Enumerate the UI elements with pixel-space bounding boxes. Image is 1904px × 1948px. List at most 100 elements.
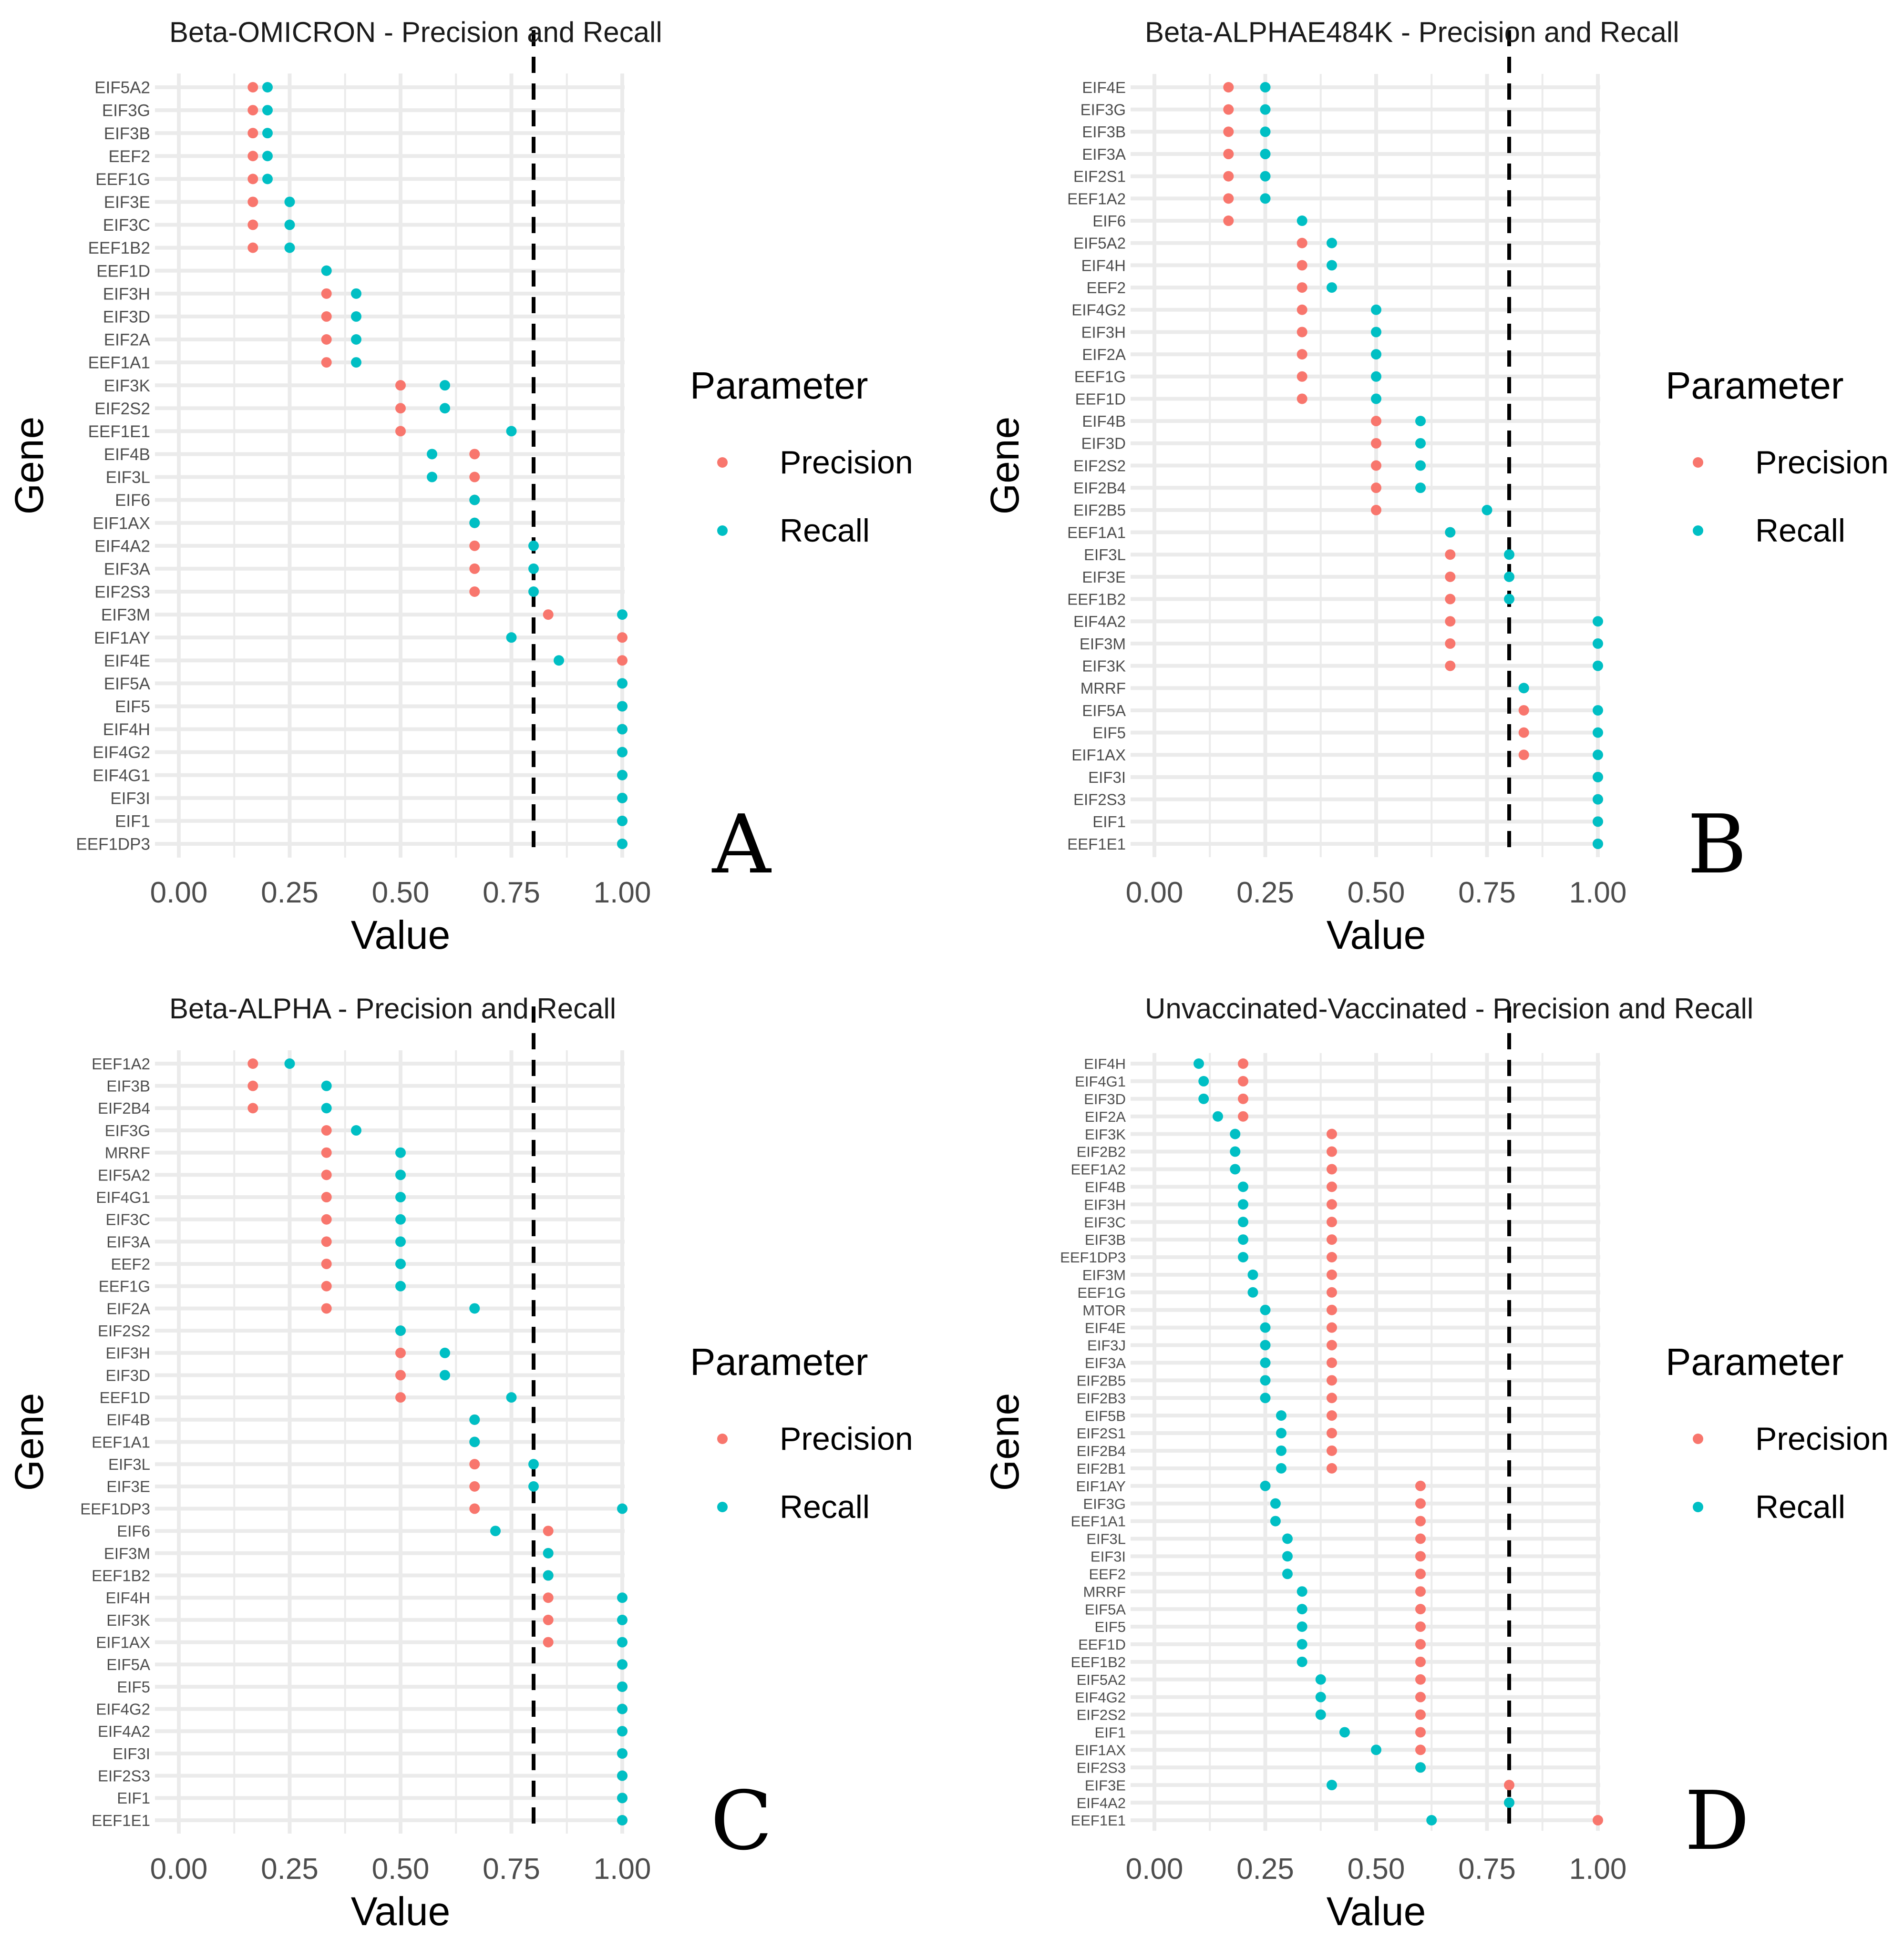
y-tick-label: MRRF xyxy=(1081,679,1126,697)
data-point-recall xyxy=(1482,504,1492,515)
y-tick-label: EEF1D xyxy=(100,1389,150,1406)
data-point-recall xyxy=(528,563,539,574)
x-tick-label: 0.00 xyxy=(150,876,208,909)
y-tick-label: EEF1G xyxy=(95,170,150,189)
y-tick-label: EIF3B xyxy=(106,1077,150,1095)
y-tick-label: EIF3K xyxy=(106,1611,150,1629)
y-tick-label: EIF4B xyxy=(104,445,150,464)
y-tick-label: EIF3M xyxy=(104,1545,150,1562)
y-tick-label: EIF1 xyxy=(1092,813,1126,830)
panel-a-chart: EIF5A2 EIF3G EIF3B EEF2 EEF1G EIF3E EIF3C EEF1B… xyxy=(0,0,928,972)
data-point-recall xyxy=(1371,371,1381,382)
data-point-recall xyxy=(1282,1569,1293,1579)
y-tick-label: EIF3E xyxy=(104,193,150,212)
data-point-recall xyxy=(617,839,628,849)
y-tick-label: EIF3C xyxy=(103,216,150,235)
data-point-recall xyxy=(617,1793,628,1804)
data-point-precision xyxy=(1327,1234,1337,1245)
y-tick-label: EIF5B xyxy=(1085,1407,1126,1424)
y-tick-label: EIF2S3 xyxy=(98,1767,150,1785)
x-tick-label: 0.50 xyxy=(372,1853,430,1886)
data-point-recall xyxy=(617,701,628,712)
data-point-precision xyxy=(1223,193,1234,204)
data-point-recall xyxy=(1593,660,1603,671)
data-point-precision xyxy=(1327,1287,1337,1298)
data-point-recall xyxy=(1593,816,1603,827)
data-point-recall xyxy=(1593,705,1603,716)
data-point-recall xyxy=(617,1770,628,1781)
data-point-precision xyxy=(1297,393,1307,404)
data-point-precision xyxy=(321,334,332,345)
data-point-recall xyxy=(1297,1604,1307,1615)
y-tick-label: EEF1A1 xyxy=(1067,523,1126,541)
data-point-recall xyxy=(351,288,361,299)
y-tick-label: EIF4A2 xyxy=(1077,1794,1126,1811)
data-point-recall xyxy=(262,82,273,92)
data-point-recall xyxy=(1593,727,1603,738)
data-point-recall xyxy=(1593,616,1603,627)
legend-label-precision: Precision xyxy=(780,1421,913,1457)
data-point-precision xyxy=(1518,749,1529,760)
y-tick-label: EIF3C xyxy=(1084,1214,1126,1230)
data-point-recall xyxy=(1593,794,1603,805)
y-tick-label: EIF4H xyxy=(1084,1056,1126,1072)
data-point-recall xyxy=(617,1815,628,1825)
data-point-recall xyxy=(321,265,332,276)
data-point-recall xyxy=(617,1703,628,1714)
y-tick-label: EIF3M xyxy=(1082,1267,1126,1283)
data-point-recall xyxy=(1327,1780,1337,1791)
data-point-recall xyxy=(284,219,295,230)
data-point-recall xyxy=(1593,839,1603,849)
data-point-precision xyxy=(543,1637,554,1648)
legend-title: Parameter xyxy=(1666,1341,1843,1383)
data-point-precision xyxy=(1415,1744,1426,1755)
y-tick-label: EIF2S2 xyxy=(1073,457,1126,474)
data-point-precision xyxy=(1445,638,1456,649)
data-point-recall xyxy=(1260,1393,1271,1404)
y-tick-label: EIF4A2 xyxy=(1073,613,1126,630)
y-tick-label: EIF5A2 xyxy=(1077,1671,1126,1688)
data-point-recall xyxy=(1504,571,1514,582)
data-point-precision xyxy=(543,1614,554,1625)
y-tick-label: EIF4E xyxy=(104,652,150,670)
data-point-precision xyxy=(1327,1322,1337,1333)
y-tick-label: EIF2S3 xyxy=(94,583,150,602)
x-tick-label: 0.00 xyxy=(150,1853,208,1886)
y-tick-label: EIF2B4 xyxy=(98,1099,150,1117)
data-point-recall xyxy=(284,1058,295,1069)
data-point-recall xyxy=(1260,1304,1271,1315)
chart-svg: EIF4E EIF3G EIF3B EIF3A EIF2S1 EEF1A2 EIF6 EIF5… xyxy=(982,16,1889,957)
y-tick-label: EIF2A xyxy=(1082,346,1126,363)
data-point-precision xyxy=(247,196,258,207)
y-tick-label: EEF1A1 xyxy=(88,354,150,372)
data-point-recall xyxy=(543,1548,554,1558)
panel-c-chart: EEF1A2 EIF3B EIF2B4 EIF3G MRRF EIF5A2 EIF4G1 EI… xyxy=(0,976,928,1948)
y-tick-label: EIF2A xyxy=(106,1300,150,1317)
data-point-precision xyxy=(617,632,628,643)
data-point-precision xyxy=(543,1526,554,1537)
data-point-recall xyxy=(1276,1463,1286,1474)
data-point-precision xyxy=(469,586,480,597)
y-tick-label: EIF3A xyxy=(104,560,151,579)
data-point-precision xyxy=(1327,1463,1337,1474)
data-point-recall xyxy=(1371,349,1381,360)
data-point-precision xyxy=(321,311,332,322)
y-tick-label: EIF3A xyxy=(1082,145,1126,163)
data-point-precision xyxy=(1223,215,1234,226)
y-tick-label: EIF2S3 xyxy=(1077,1759,1126,1776)
data-point-recall xyxy=(1327,260,1337,271)
data-point-recall xyxy=(440,1370,450,1381)
data-point-recall xyxy=(1415,1762,1426,1773)
data-point-recall xyxy=(1260,1375,1271,1386)
panel-letter: C xyxy=(710,1774,772,1868)
data-point-precision xyxy=(1371,416,1381,427)
y-tick-label: EEF1E1 xyxy=(1071,1812,1126,1829)
y-tick-label: EIF3I xyxy=(1091,1548,1126,1565)
y-tick-label: EIF2S2 xyxy=(98,1322,150,1340)
x-tick-label: 0.25 xyxy=(1236,876,1294,909)
y-tick-label: EIF3G xyxy=(1083,1496,1126,1512)
y-tick-label: EIF3L xyxy=(1084,546,1126,564)
y-tick-label: EIF3M xyxy=(1080,635,1126,653)
data-point-recall xyxy=(469,1414,480,1425)
data-point-precision xyxy=(1327,1164,1337,1175)
